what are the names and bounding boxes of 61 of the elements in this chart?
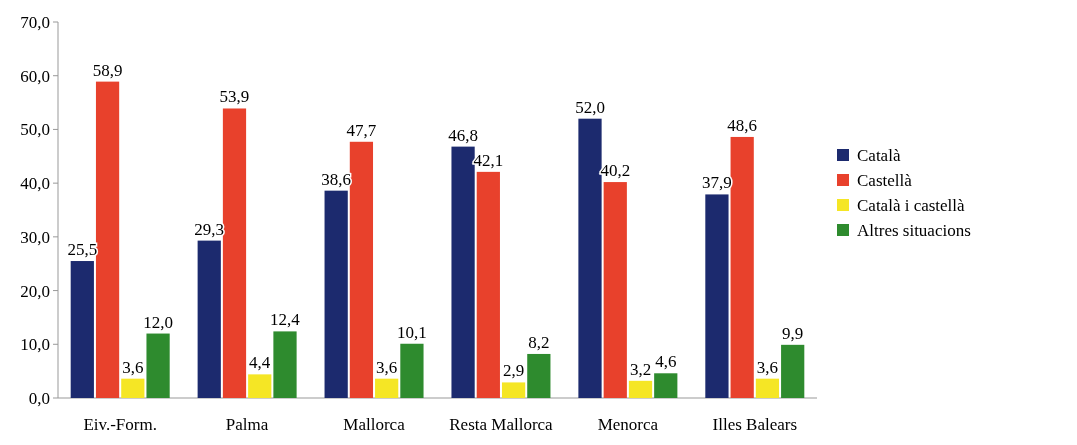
bar xyxy=(95,81,120,398)
data-label: 53,9 xyxy=(219,87,250,107)
bar xyxy=(121,378,145,398)
data-label: 46,8 xyxy=(448,125,478,145)
data-label: 3,6 xyxy=(122,357,144,377)
bar xyxy=(476,171,500,398)
bar xyxy=(273,331,297,398)
bar xyxy=(146,333,170,398)
x-tick-label: Illes Balears xyxy=(712,415,798,434)
data-label: 8,2 xyxy=(528,332,550,352)
bar xyxy=(375,378,399,398)
bar xyxy=(451,146,475,398)
data-label: 3,6 xyxy=(376,357,398,377)
bar xyxy=(70,261,94,398)
data-label: 4,4 xyxy=(249,353,271,373)
y-tick-label: 20,0 xyxy=(20,281,50,301)
data-label: 10,1 xyxy=(397,322,427,342)
data-label: 37,9 xyxy=(702,173,732,193)
bar xyxy=(248,374,272,398)
x-tick-label: Mallorca xyxy=(343,415,406,434)
data-label: 12,0 xyxy=(143,312,173,332)
data-label: 48,6 xyxy=(727,115,758,135)
data-label: 58,9 xyxy=(92,60,123,80)
bar xyxy=(197,240,221,398)
y-tick-label: 60,0 xyxy=(20,66,50,86)
bar xyxy=(781,344,805,398)
y-tick-label: 70,0 xyxy=(20,12,50,32)
data-label: 9,9 xyxy=(782,323,804,343)
data-label: 3,2 xyxy=(629,359,652,379)
x-tick-label: Palma xyxy=(225,415,269,434)
data-label: 47,7 xyxy=(346,120,377,140)
bar xyxy=(755,378,780,398)
bar xyxy=(654,373,678,398)
legend-label: Altres situacions xyxy=(857,220,971,240)
bar xyxy=(578,118,602,398)
bar xyxy=(705,194,729,398)
data-label: 3,6 xyxy=(756,357,779,377)
bar xyxy=(628,380,653,398)
data-label: 12,4 xyxy=(270,310,301,330)
y-tick-label: 50,0 xyxy=(20,120,50,140)
bar xyxy=(222,108,247,398)
legend-label: Castellà xyxy=(857,170,913,190)
data-label: 4,6 xyxy=(655,352,677,372)
y-tick-label: 30,0 xyxy=(20,227,50,247)
x-tick-label: Eiv.-Form. xyxy=(83,415,157,434)
bar xyxy=(324,190,348,398)
x-tick-label: Menorca xyxy=(597,415,659,434)
bar xyxy=(349,141,374,398)
bar xyxy=(603,182,627,398)
legend-label: Català xyxy=(857,145,901,165)
y-tick-label: 10,0 xyxy=(20,335,50,355)
x-tick-label: Resta Mallorca xyxy=(449,415,554,434)
bar xyxy=(400,343,424,398)
data-label: 2,9 xyxy=(502,361,525,381)
bar xyxy=(501,382,526,398)
bar xyxy=(730,136,754,398)
data-label: 52,0 xyxy=(575,97,605,117)
y-tick-label: 0,0 xyxy=(28,388,50,408)
bar xyxy=(527,353,551,398)
y-tick-label: 40,0 xyxy=(20,174,50,194)
legend-label: Català i castellà xyxy=(857,195,966,215)
